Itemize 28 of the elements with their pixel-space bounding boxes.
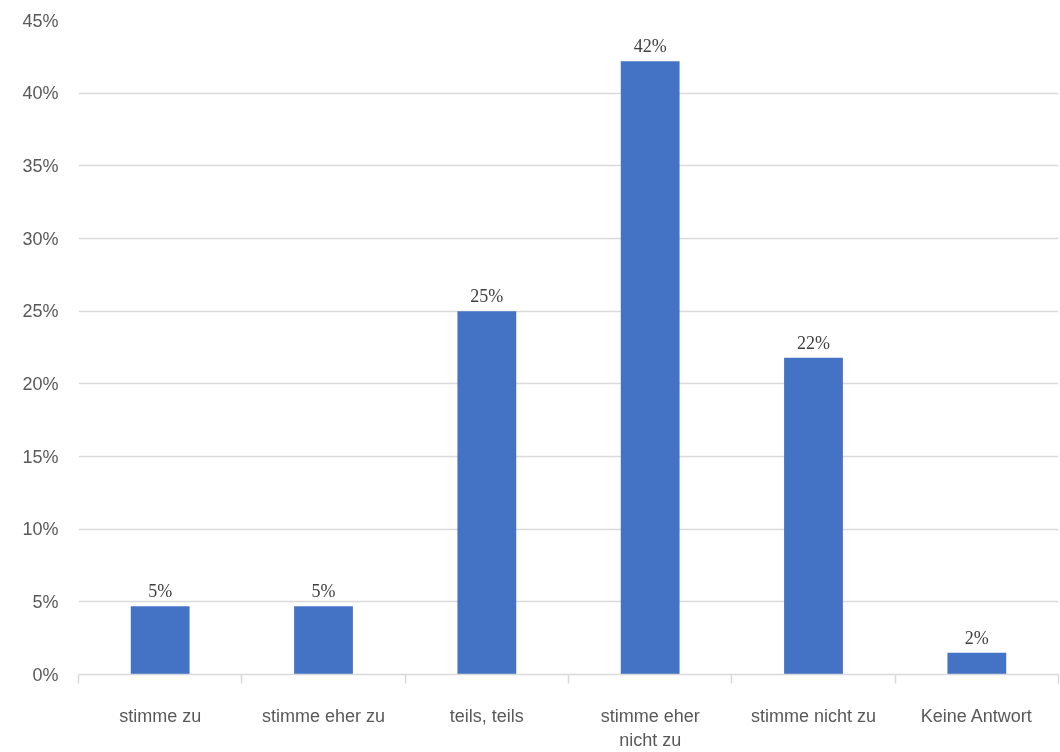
y-tick-label: 10% [22,519,59,540]
bar [294,606,353,675]
data-label: 2% [964,627,989,648]
y-tick-label: 0% [32,664,59,685]
y-tick-label: 30% [22,228,59,249]
x-tick-label: stimme nicht zu [750,705,877,726]
bar [947,652,1007,675]
data-label: 22% [797,332,830,353]
y-tick-label: 40% [22,83,59,104]
x-tick-label: Keine Antwort [920,705,1032,726]
bar [784,357,843,675]
data-label: 5% [311,581,336,602]
data-label: 25% [470,286,504,307]
y-tick-label: 25% [22,301,59,322]
bar [457,311,517,675]
x-tick-label: stimme eher zu [261,705,386,726]
y-tick-label: 5% [32,591,59,612]
x-tick-label: stimme eher nicht zu [600,705,700,750]
bar [620,61,680,675]
bar [130,606,190,675]
x-tick-label: stimme zu [119,705,202,726]
y-tick-label: 35% [22,155,59,176]
y-tick-label: 20% [22,373,59,394]
y-tick-label: 45% [22,10,59,31]
data-label: 5% [148,581,173,602]
y-tick-label: 15% [22,446,59,467]
x-tick-label: teils, teils [449,705,524,726]
data-label: 42% [633,36,667,57]
